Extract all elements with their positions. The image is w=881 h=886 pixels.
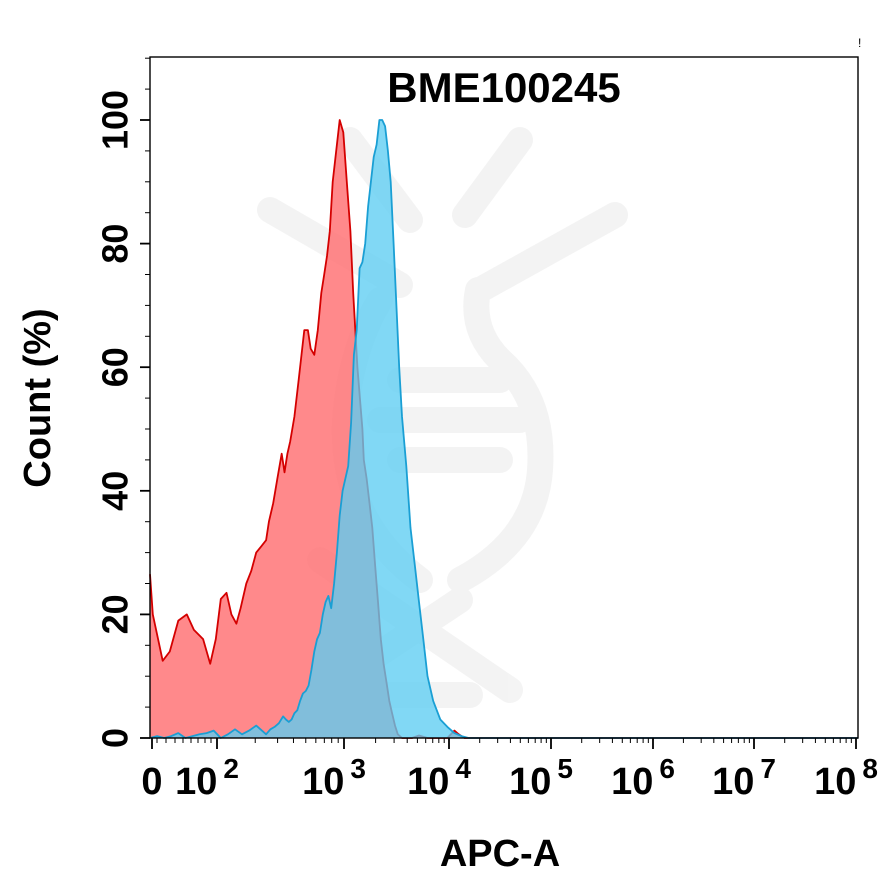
y-tick-label: 0: [95, 728, 136, 748]
x-tick-label: 10 3: [302, 753, 366, 803]
x-axis-label: APC-A: [440, 833, 560, 875]
x-tick-label: 10 5: [509, 753, 573, 803]
y-axis-label: Count (%): [17, 308, 59, 487]
series-fill-0: [150, 120, 858, 738]
x-tick-label: 10 7: [712, 753, 776, 803]
y-tick-label: 80: [95, 224, 136, 264]
x-tick-label: 10 2: [175, 753, 239, 803]
y-axis: 0 20 40 60 80 100: [95, 57, 150, 748]
y-tick-label: 100: [95, 90, 136, 150]
y-tick-label: 40: [95, 471, 136, 511]
x-tick-label: 0: [141, 761, 162, 803]
x-axis: 0 10 2 10 3 10 4 10 5 10 6 10 7 10 8: [141, 738, 878, 803]
plot-frame: [149, 56, 859, 739]
x-tick-label: 10 8: [814, 753, 878, 803]
x-tick-label: 10 6: [611, 753, 675, 803]
chart-title: BME100245: [387, 64, 620, 111]
y-tick-label: 60: [95, 347, 136, 387]
series-line-1: [149, 119, 858, 739]
y-tick-label: 20: [95, 594, 136, 634]
annotation-mark: !: [858, 36, 862, 50]
x-tick-label: 10 4: [407, 753, 471, 803]
